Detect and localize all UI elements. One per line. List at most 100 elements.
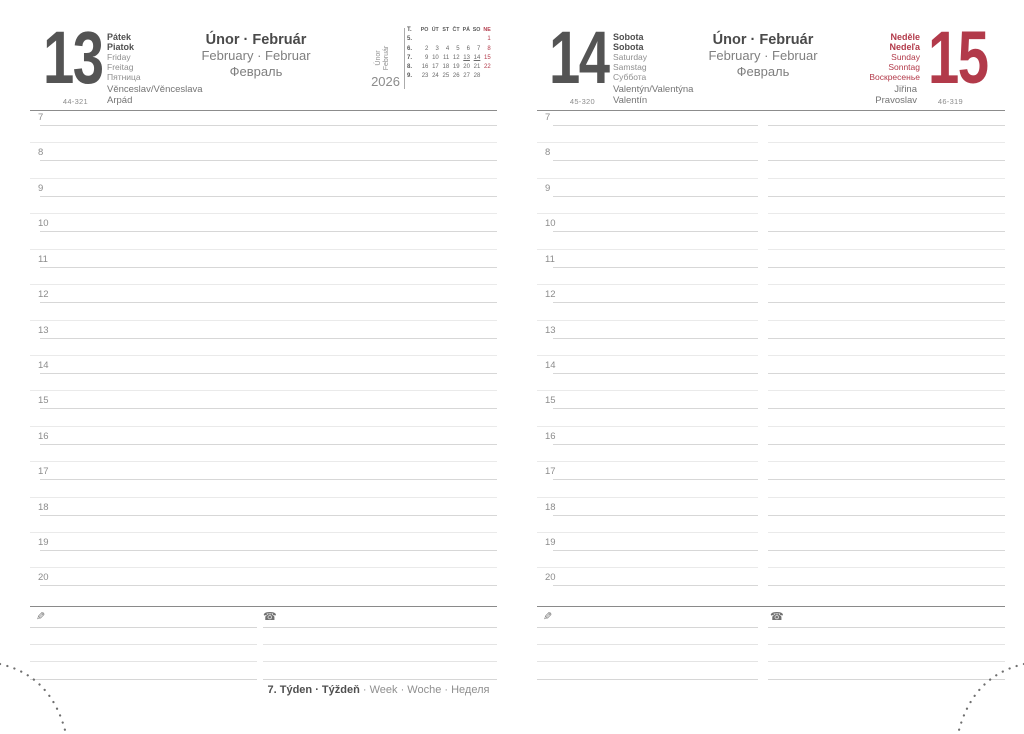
hour-row: 13: [30, 324, 497, 359]
hour-row: 14: [30, 359, 497, 394]
hour-row: 8: [537, 146, 1005, 181]
day-number-13: 13: [43, 16, 104, 99]
day-name-de: Freitag: [107, 62, 134, 72]
month-en-de: February · Februar: [201, 48, 311, 63]
phone-icon: ☎: [770, 610, 784, 623]
day-name-cs: Sobota: [613, 32, 644, 42]
hour-row: 9: [537, 182, 1005, 217]
mini-calendar-today: 13: [463, 54, 470, 61]
note-line: [263, 679, 497, 680]
hour-row: 15: [537, 394, 1005, 429]
mini-calendar-week-7: 7. 9 10 11 12 13 14 15: [407, 54, 491, 61]
hour-grid-friday: 7 8 9 10 11 12 13 14 15 16 17 18 19 20: [30, 111, 497, 607]
note-line: [537, 679, 758, 680]
name-days-saturday: Valentýn/Valentýna Valentín: [613, 84, 694, 106]
page-number: 46-319: [937, 97, 963, 106]
day-names-sunday: Neděle Nedeľa Sunday Sonntag Воскресенье: [790, 32, 920, 82]
note-line: [30, 627, 257, 628]
hour-row: 16: [537, 430, 1005, 465]
hour-row: 20: [537, 571, 1005, 606]
day-name-cs: Pátek: [107, 32, 132, 42]
header-rule: [30, 110, 497, 111]
week-col-header: T.: [407, 27, 412, 33]
hour-row: 20: [30, 571, 497, 606]
pencil-icon: ✎: [543, 610, 553, 623]
hour-row: 10: [30, 217, 497, 252]
mini-calendar: T. PO ÚT ST ČT PÁ SO NE 5. 1 6.: [407, 27, 493, 83]
month-title: Únor · Február February · Februar Феврал…: [161, 33, 351, 79]
day-name-ru: Суббота: [613, 72, 647, 82]
hour-row: 9: [30, 182, 497, 217]
hour-row: 18: [30, 501, 497, 536]
hour-row: 18: [537, 501, 1005, 536]
hour-row: 12: [30, 288, 497, 323]
day-name-de: Samstag: [613, 62, 647, 72]
hour-row: 13: [537, 324, 1005, 359]
note-line: [768, 627, 1005, 628]
notes-section-friday: ✎ ☎: [30, 606, 497, 686]
day-name-cs: Neděle: [890, 32, 920, 42]
day-name-de: Sonntag: [888, 62, 920, 72]
note-line: [263, 644, 497, 645]
day-names-friday: Pátek Piatok Friday Freitag Пятница: [107, 32, 141, 82]
hour-row: 7: [537, 111, 1005, 146]
mini-calendar-divider: [404, 28, 405, 89]
phone-icon: ☎: [263, 610, 277, 623]
month-ru: Февраль: [736, 63, 790, 79]
day-name-en: Friday: [107, 52, 131, 62]
hour-row: 19: [537, 536, 1005, 571]
day-name-sk: Sobota: [613, 42, 644, 52]
day-name-sk: Nedeľa: [889, 42, 920, 52]
note-line: [768, 679, 1005, 680]
month-en-de: February · Februar: [708, 48, 818, 63]
day-name-en: Saturday: [613, 52, 648, 62]
day-names-saturday: Sobota Sobota Saturday Samstag Суббота: [613, 32, 647, 82]
notes-section-weekend: ✎ ☎: [537, 606, 1005, 686]
mini-calendar-header: T. PO ÚT ST ČT PÁ SO NE: [407, 27, 491, 33]
month-title: Únor · Február February · Februar Феврал…: [668, 33, 858, 79]
mini-calendar-week-8: 8. 16 17 18 19 20 21 22: [407, 64, 491, 71]
month-cs-sk: Únor · Február: [712, 32, 814, 48]
name-days-friday: Věnceslav/Věnceslava Arpád: [107, 84, 203, 106]
note-line: [768, 644, 1005, 645]
month-ru: Февраль: [229, 63, 283, 79]
hour-row: 14: [537, 359, 1005, 394]
pencil-icon: ✎: [36, 610, 46, 623]
page-number: 45-320: [569, 97, 595, 106]
note-line: [768, 661, 1005, 662]
hour-row: 8: [30, 146, 497, 181]
note-line: [263, 661, 497, 662]
day-number-15: 15: [928, 16, 989, 99]
hour-row: 19: [30, 536, 497, 571]
note-line: [30, 661, 257, 662]
page-number: 44-321: [62, 97, 88, 106]
hour-row: 15: [30, 394, 497, 429]
hour-row: 17: [537, 465, 1005, 500]
day-number-14: 14: [549, 16, 610, 99]
note-line: [30, 644, 257, 645]
day-name-ru: Воскресенье: [869, 72, 920, 82]
note-line: [30, 679, 257, 680]
day-name-sk: Piatok: [107, 42, 135, 52]
mini-calendar-week-5: 5. 1: [407, 36, 491, 43]
hour-row: 10: [537, 217, 1005, 252]
note-line: [537, 644, 758, 645]
year-label: 2026: [371, 74, 400, 89]
hour-grid-weekend: 7 8 9 10 11 12 13 14 15 16 17 18 19 20: [537, 111, 1005, 607]
mini-calendar-week-6: 6. 2 3 4 5 6 7 8: [407, 45, 491, 52]
month-cs-sk: Únor · Február: [205, 32, 307, 48]
hour-row: 12: [537, 288, 1005, 323]
note-line: [537, 627, 758, 628]
day-name-ru: Пятница: [107, 72, 141, 82]
hour-row: 7: [30, 111, 497, 146]
name-days-sunday: Jiřina Pravoslav: [875, 84, 917, 106]
mini-calendar-today: 14: [473, 54, 481, 61]
hour-row: 11: [537, 253, 1005, 288]
hour-row: 11: [30, 253, 497, 288]
hour-row: 16: [30, 430, 497, 465]
hour-row: 17: [30, 465, 497, 500]
week-number-label: 7. Týden · Týždeň: [267, 684, 360, 696]
note-line: [263, 627, 497, 628]
mini-calendar-week-9: 9. 23 24 25 26 27 28: [407, 73, 481, 80]
